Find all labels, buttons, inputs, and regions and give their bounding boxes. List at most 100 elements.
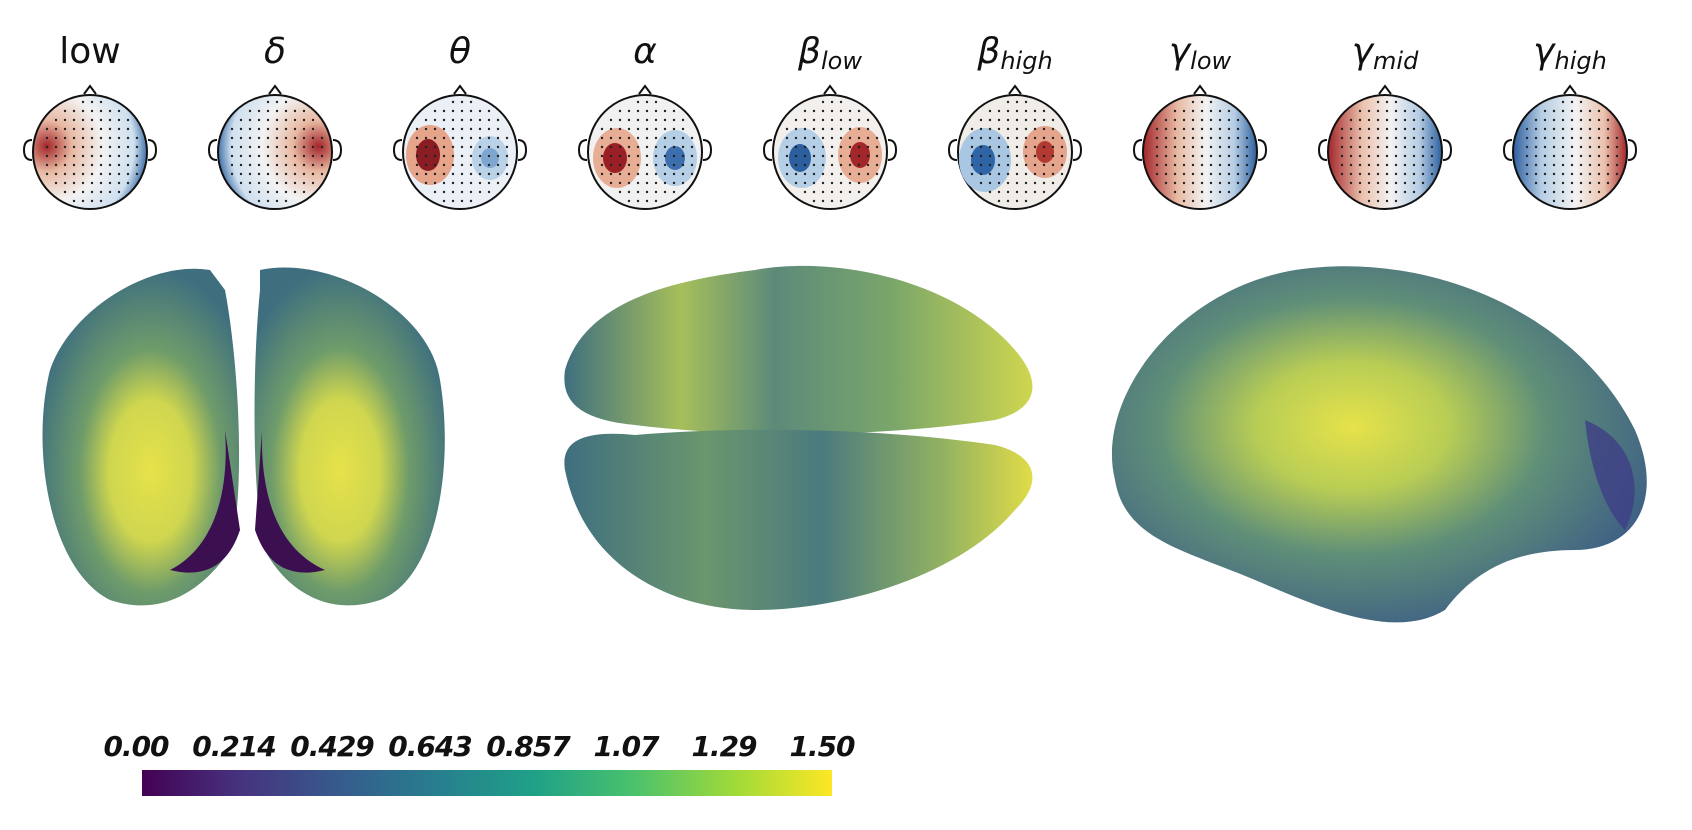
- electrode-dot: [81, 109, 85, 113]
- electrode-dot: [609, 154, 613, 158]
- topomap-gamma-mid: γmid: [1315, 30, 1455, 220]
- electrode-dot: [1367, 199, 1371, 203]
- electrode-dot: [1209, 100, 1213, 104]
- band-label-low: low: [59, 31, 121, 72]
- electrode-dot: [1579, 163, 1583, 167]
- electrode-dot: [451, 154, 455, 158]
- electrode-dot: [1245, 145, 1249, 149]
- electrode-dot: [302, 118, 306, 122]
- head-topomap-theta: [392, 84, 528, 210]
- electrode-dot: [293, 154, 297, 158]
- electrode-dot: [1376, 199, 1380, 203]
- electrode-dot: [108, 136, 112, 140]
- electrode-dot: [1552, 118, 1556, 122]
- electrode-dot: [1236, 127, 1240, 131]
- electrode-dot: [1340, 127, 1344, 131]
- head-topomap-gamma-high: [1502, 84, 1638, 210]
- electrode-dot: [1349, 172, 1353, 176]
- electrode-dot: [239, 163, 243, 167]
- electrode-dot: [600, 145, 604, 149]
- band-label-gamma-mid: γmid: [1351, 31, 1419, 75]
- electrode-dot: [433, 190, 437, 194]
- electrode-dot: [1412, 109, 1416, 113]
- head-topomap-beta-high: [947, 84, 1083, 210]
- electrode-dot: [812, 109, 816, 113]
- electrode-dot: [1245, 136, 1249, 140]
- electrode-dot: [266, 163, 270, 167]
- electrode-dot: [1015, 127, 1019, 131]
- electrode-dot: [415, 154, 419, 158]
- electrode-dot: [275, 136, 279, 140]
- electrode-dot: [117, 190, 121, 194]
- electrode-dot: [424, 163, 428, 167]
- electrode-dot: [505, 136, 509, 140]
- electrode-dot: [830, 109, 834, 113]
- electrode-dot: [794, 181, 798, 185]
- electrode-dot: [1543, 172, 1547, 176]
- electrode-dot: [1561, 172, 1565, 176]
- electrode-dot: [654, 145, 658, 149]
- electrode-dot: [478, 190, 482, 194]
- electrode-dot: [609, 127, 613, 131]
- electrode-dot: [81, 163, 85, 167]
- electrode-dot: [672, 136, 676, 140]
- electrode-dot: [997, 118, 1001, 122]
- electrode-dot: [1191, 127, 1195, 131]
- electrode-dot: [1552, 181, 1556, 185]
- electrode-dot: [645, 199, 649, 203]
- electrode-dot: [988, 118, 992, 122]
- electrode-dot: [72, 172, 76, 176]
- electrode-dot: [794, 145, 798, 149]
- electrode-dot: [451, 172, 455, 176]
- electrode-dot: [1403, 181, 1407, 185]
- electrode-dot: [848, 154, 852, 158]
- electrode-dot: [1227, 190, 1231, 194]
- electrode-dot: [1561, 199, 1565, 203]
- electrode-dot: [1615, 154, 1619, 158]
- electrode-dot: [239, 118, 243, 122]
- electrode-dot: [284, 190, 288, 194]
- electrode-dot: [1200, 145, 1204, 149]
- colorbar: 0.00 0.214 0.429 0.643 0.857 1.07 1.29 1…: [100, 730, 860, 810]
- electrode-dot: [803, 109, 807, 113]
- electrode-dot: [451, 127, 455, 131]
- electrode-dot: [1367, 145, 1371, 149]
- electrode-dot: [1340, 136, 1344, 140]
- electrode-dot: [997, 190, 1001, 194]
- electrode-dot: [812, 127, 816, 131]
- electrode-dot: [627, 154, 631, 158]
- electrode-dot: [636, 136, 640, 140]
- electrode-dot: [1412, 163, 1416, 167]
- electrode-dot: [1385, 109, 1389, 113]
- electrode-dot: [1606, 172, 1610, 176]
- electrode-dot: [99, 181, 103, 185]
- electrode-dot: [275, 181, 279, 185]
- electrode-dot: [600, 136, 604, 140]
- electrode-dot: [1588, 109, 1592, 113]
- electrode-dot: [1579, 109, 1583, 113]
- electrode-dot: [627, 118, 631, 122]
- electrode-dot: [848, 163, 852, 167]
- electrode-dot: [63, 154, 67, 158]
- electrode-dot: [81, 190, 85, 194]
- electrode-dot: [1006, 199, 1010, 203]
- electrode-dot: [654, 190, 658, 194]
- electrode-dot: [997, 145, 1001, 149]
- electrode-dot: [1218, 109, 1222, 113]
- electrode-dot: [1358, 154, 1362, 158]
- electrode-dot: [1015, 118, 1019, 122]
- electrode-dot: [99, 127, 103, 131]
- electrode-dot: [1218, 145, 1222, 149]
- electrode-dot: [433, 127, 437, 131]
- electrode-dot: [266, 154, 270, 158]
- electrode-dot: [424, 172, 428, 176]
- electrode-dot: [275, 154, 279, 158]
- electrode-dot: [1218, 190, 1222, 194]
- electrode-dot: [672, 163, 676, 167]
- electrode-dot: [72, 154, 76, 158]
- electrode-dot: [1173, 109, 1177, 113]
- topomap-low: low: [20, 30, 160, 220]
- electrode-dot: [618, 154, 622, 158]
- electrode-dot: [266, 199, 270, 203]
- electrode-dot: [672, 181, 676, 185]
